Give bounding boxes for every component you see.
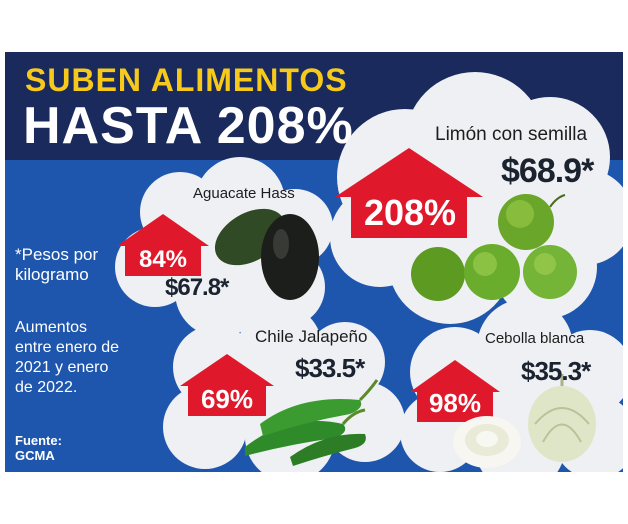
product-name-cebolla: Cebolla blanca <box>485 330 585 347</box>
arrow-cebolla <box>410 360 500 422</box>
product-price-aguacate: $67.8* <box>165 274 229 301</box>
illustration-layer <box>115 72 623 472</box>
jalapenos-image <box>245 379 379 466</box>
title-line-1: SUBEN ALIMENTOS <box>25 62 348 98</box>
avocado-image <box>214 208 319 300</box>
infographic-card: SUBEN ALIMENTOS HASTA 208% <box>5 52 623 472</box>
arrow-limon <box>335 148 483 238</box>
product-name-chile: Chile Jalapeño <box>255 327 368 346</box>
product-increase-limon: 208% <box>363 192 457 233</box>
product-name-limon: Limón con semilla <box>435 124 588 145</box>
arrow-chile <box>180 354 274 416</box>
product-name-aguacate: Aguacate Hass <box>193 185 295 202</box>
product-increase-chile: 69% <box>200 384 254 414</box>
unit-note: *Pesos por kilogramo <box>15 245 99 284</box>
product-price-chile: $33.5* <box>295 353 365 383</box>
product-price-limon: $68.9* <box>501 152 594 190</box>
arrow-aguacate <box>117 214 209 276</box>
product-increase-cebolla: 98% <box>428 388 482 418</box>
period-note: Aumentos entre enero de 2021 y enero de … <box>15 319 120 396</box>
product-increase-aguacate: 84% <box>138 246 188 273</box>
product-price-cebolla: $35.3* <box>521 356 591 386</box>
title-line-2: HASTA 208% <box>23 97 354 155</box>
onions-image <box>453 374 596 468</box>
limes-image <box>411 194 577 301</box>
source-note: Fuente: GCMA <box>15 433 62 463</box>
